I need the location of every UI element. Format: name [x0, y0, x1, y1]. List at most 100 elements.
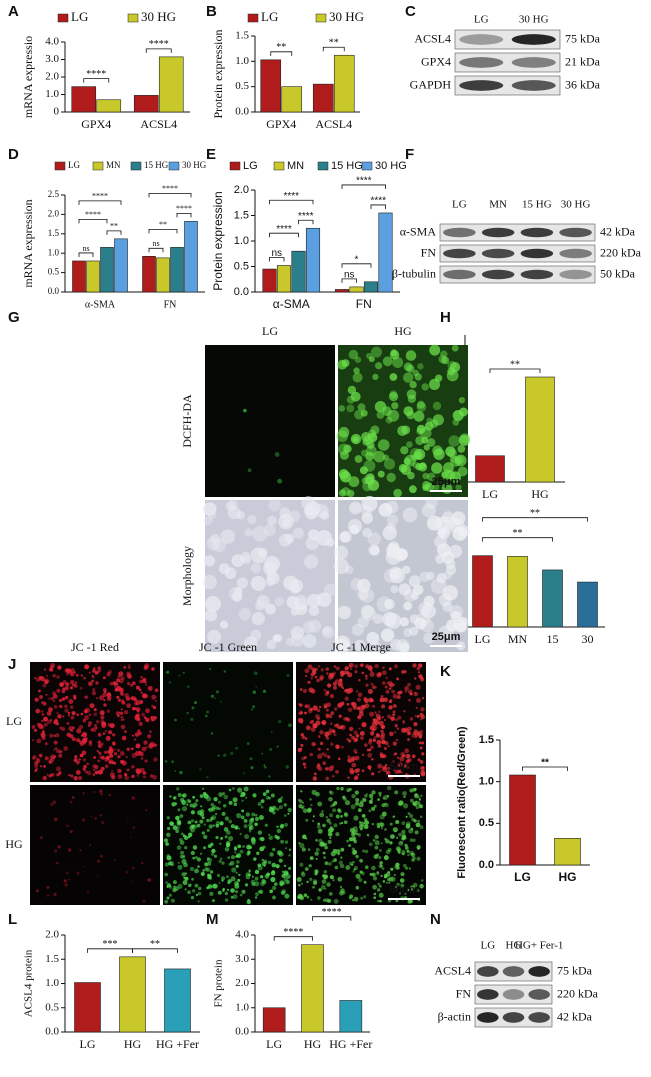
- cell: [315, 857, 318, 860]
- cell: [239, 893, 243, 897]
- cell: [395, 718, 399, 722]
- cell: [223, 670, 226, 673]
- cell: [62, 680, 67, 684]
- significance-label: ****: [298, 211, 314, 222]
- y-tick-label: 1.5: [45, 953, 59, 965]
- cell: [338, 809, 342, 814]
- cell: [381, 811, 387, 817]
- y-axis-label: FN protein: [213, 959, 225, 1007]
- cell: [268, 498, 281, 512]
- bar: [281, 86, 303, 113]
- cell: [265, 789, 270, 794]
- cell: [130, 836, 132, 839]
- cell: [255, 686, 257, 688]
- cell: [387, 409, 400, 422]
- cell: [441, 356, 450, 365]
- cell: [416, 698, 421, 703]
- cell: [407, 758, 412, 762]
- cell: [239, 832, 242, 836]
- significance-bracket: [270, 51, 293, 56]
- cell: [40, 836, 43, 839]
- cell: [374, 711, 377, 714]
- cell: [186, 803, 189, 806]
- cell: [403, 372, 414, 383]
- cell: [457, 531, 467, 540]
- cell: [208, 807, 214, 813]
- cell: [93, 756, 96, 759]
- cell: [197, 900, 200, 903]
- cell: [364, 703, 370, 709]
- cell: [189, 866, 195, 872]
- cell: [143, 740, 148, 745]
- cell: [309, 752, 314, 757]
- cell: [308, 864, 312, 868]
- cell: [420, 771, 426, 777]
- cell: [204, 609, 218, 622]
- cell: [408, 899, 412, 903]
- cell: [113, 752, 118, 756]
- cell: [271, 870, 275, 874]
- cell: [203, 834, 208, 840]
- cell: [337, 681, 343, 687]
- cell: [440, 350, 448, 358]
- cell: [343, 820, 348, 824]
- x-tick-label: α-SMA: [273, 297, 310, 311]
- cell: [313, 881, 317, 885]
- cell: [108, 748, 114, 754]
- cell: [82, 718, 87, 723]
- cell: [230, 824, 235, 829]
- cell: [77, 760, 80, 764]
- cell: [392, 357, 404, 368]
- cell: [288, 866, 292, 870]
- cell: [206, 710, 210, 714]
- cell: [418, 663, 423, 668]
- blot-band: [520, 248, 554, 259]
- cell: [386, 514, 399, 526]
- cell: [49, 719, 53, 722]
- cell: [120, 751, 125, 756]
- cell: [349, 788, 352, 791]
- cell: [84, 695, 88, 699]
- cell: [381, 681, 386, 685]
- cell: [113, 859, 116, 861]
- cell: [300, 743, 304, 747]
- cell: [88, 742, 93, 747]
- cell: [352, 826, 358, 831]
- cell: [346, 839, 349, 843]
- cell: [54, 849, 58, 853]
- cell: [414, 793, 418, 797]
- panel-letter: K: [440, 663, 451, 680]
- cell: [319, 741, 324, 746]
- cell: [312, 776, 317, 781]
- cell: [69, 800, 73, 804]
- cell: [117, 768, 122, 774]
- cell: [285, 874, 291, 879]
- cell: [70, 715, 75, 720]
- cell: [388, 687, 392, 691]
- blot-band: [459, 34, 504, 45]
- cell: [315, 847, 320, 852]
- cell: [244, 883, 249, 887]
- cell: [354, 775, 359, 780]
- cell: [147, 685, 153, 691]
- cell: [236, 813, 242, 819]
- cell: [364, 865, 369, 869]
- cell: [83, 764, 87, 769]
- cell: [383, 855, 389, 861]
- y-tick-label: 1.5: [479, 734, 494, 746]
- cell: [203, 823, 206, 826]
- cell: [257, 802, 262, 806]
- cell: [201, 816, 205, 820]
- cell: [402, 507, 418, 523]
- cell: [372, 685, 376, 689]
- cell: [374, 834, 379, 840]
- cell: [97, 732, 102, 737]
- cell: [53, 748, 56, 751]
- cell: [351, 701, 356, 706]
- cell: [207, 630, 222, 644]
- cell: [100, 719, 104, 723]
- cell: [99, 695, 104, 701]
- cell: [327, 899, 331, 903]
- cell: [386, 543, 401, 558]
- cell: [356, 697, 362, 702]
